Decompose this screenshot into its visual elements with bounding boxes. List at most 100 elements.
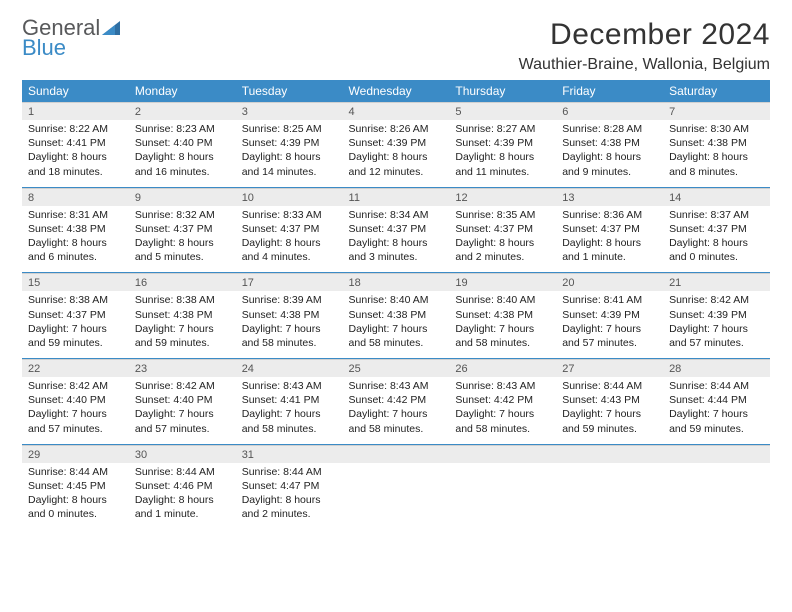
day-info-line: Daylight: 7 hours	[562, 407, 657, 421]
page-header: General Blue December 2024 Wauthier-Brai…	[22, 18, 770, 80]
day-data-cell: Sunrise: 8:38 AMSunset: 4:37 PMDaylight:…	[22, 291, 129, 358]
day-data-cell: Sunrise: 8:43 AMSunset: 4:42 PMDaylight:…	[449, 377, 556, 444]
day-info-line: Daylight: 8 hours	[669, 236, 764, 250]
day-data-cell: Sunrise: 8:38 AMSunset: 4:38 PMDaylight:…	[129, 291, 236, 358]
day-number-cell: 27	[556, 360, 663, 378]
day-number-cell: 6	[556, 103, 663, 121]
day-data-cell: Sunrise: 8:44 AMSunset: 4:46 PMDaylight:…	[129, 463, 236, 530]
day-data-cell	[663, 463, 770, 530]
day-info-line: Sunset: 4:38 PM	[28, 222, 123, 236]
daydata-row: Sunrise: 8:38 AMSunset: 4:37 PMDaylight:…	[22, 291, 770, 358]
logo-part2: Blue	[22, 35, 66, 60]
day-data-cell: Sunrise: 8:31 AMSunset: 4:38 PMDaylight:…	[22, 206, 129, 273]
day-info-line: and 9 minutes.	[562, 165, 657, 179]
day-data-cell: Sunrise: 8:34 AMSunset: 4:37 PMDaylight:…	[343, 206, 450, 273]
day-info-line: Daylight: 7 hours	[135, 322, 230, 336]
day-info-line: Sunset: 4:41 PM	[242, 393, 337, 407]
day-info-line: Sunrise: 8:44 AM	[242, 465, 337, 479]
day-info-line: and 12 minutes.	[349, 165, 444, 179]
day-number-cell: 21	[663, 274, 770, 292]
day-info-line: Daylight: 7 hours	[455, 407, 550, 421]
day-number-cell: 20	[556, 274, 663, 292]
day-info-line: Sunrise: 8:39 AM	[242, 293, 337, 307]
day-info-line: Sunrise: 8:44 AM	[669, 379, 764, 393]
day-data-cell: Sunrise: 8:41 AMSunset: 4:39 PMDaylight:…	[556, 291, 663, 358]
day-info-line: Sunrise: 8:40 AM	[349, 293, 444, 307]
day-info-line: Sunset: 4:43 PM	[562, 393, 657, 407]
day-number-cell: 30	[129, 445, 236, 463]
day-data-cell: Sunrise: 8:39 AMSunset: 4:38 PMDaylight:…	[236, 291, 343, 358]
day-info-line: Sunrise: 8:40 AM	[455, 293, 550, 307]
day-info-line: Sunset: 4:42 PM	[455, 393, 550, 407]
day-info-line: and 3 minutes.	[349, 250, 444, 264]
day-info-line: Sunset: 4:37 PM	[135, 222, 230, 236]
day-info-line: Sunset: 4:39 PM	[349, 136, 444, 150]
day-info-line: Daylight: 8 hours	[455, 150, 550, 164]
day-info-line: Sunrise: 8:44 AM	[28, 465, 123, 479]
day-info-line: and 58 minutes.	[242, 422, 337, 436]
day-data-cell: Sunrise: 8:40 AMSunset: 4:38 PMDaylight:…	[449, 291, 556, 358]
day-info-line: Sunset: 4:38 PM	[562, 136, 657, 150]
day-header: Friday	[556, 80, 663, 103]
day-info-line: Sunrise: 8:43 AM	[455, 379, 550, 393]
day-number-cell: 16	[129, 274, 236, 292]
day-info-line: Daylight: 8 hours	[562, 236, 657, 250]
day-number-cell: 17	[236, 274, 343, 292]
day-number-cell: 24	[236, 360, 343, 378]
day-data-cell: Sunrise: 8:27 AMSunset: 4:39 PMDaylight:…	[449, 120, 556, 187]
day-info-line: Daylight: 7 hours	[135, 407, 230, 421]
day-info-line: and 11 minutes.	[455, 165, 550, 179]
day-number-cell: 19	[449, 274, 556, 292]
day-number-cell: 28	[663, 360, 770, 378]
daynum-row: 293031	[22, 445, 770, 463]
day-info-line: and 6 minutes.	[28, 250, 123, 264]
day-info-line: Daylight: 7 hours	[28, 407, 123, 421]
day-info-line: Daylight: 8 hours	[28, 150, 123, 164]
day-info-line: Daylight: 7 hours	[669, 322, 764, 336]
day-info-line: and 57 minutes.	[669, 336, 764, 350]
day-number-cell	[556, 445, 663, 463]
day-info-line: and 5 minutes.	[135, 250, 230, 264]
daydata-row: Sunrise: 8:22 AMSunset: 4:41 PMDaylight:…	[22, 120, 770, 187]
day-info-line: Daylight: 7 hours	[28, 322, 123, 336]
day-info-line: Sunrise: 8:30 AM	[669, 122, 764, 136]
day-info-line: and 2 minutes.	[455, 250, 550, 264]
day-number-cell: 4	[343, 103, 450, 121]
day-data-cell: Sunrise: 8:33 AMSunset: 4:37 PMDaylight:…	[236, 206, 343, 273]
day-info-line: Daylight: 8 hours	[455, 236, 550, 250]
day-info-line: and 58 minutes.	[349, 336, 444, 350]
day-info-line: Sunset: 4:39 PM	[455, 136, 550, 150]
day-header: Monday	[129, 80, 236, 103]
day-data-cell	[556, 463, 663, 530]
day-info-line: Sunset: 4:37 PM	[28, 308, 123, 322]
day-number-cell: 11	[343, 188, 450, 206]
day-data-cell: Sunrise: 8:43 AMSunset: 4:41 PMDaylight:…	[236, 377, 343, 444]
day-number-cell: 7	[663, 103, 770, 121]
day-info-line: and 8 minutes.	[669, 165, 764, 179]
day-data-cell: Sunrise: 8:37 AMSunset: 4:37 PMDaylight:…	[663, 206, 770, 273]
calendar-table: SundayMondayTuesdayWednesdayThursdayFrid…	[22, 80, 770, 529]
day-data-cell: Sunrise: 8:22 AMSunset: 4:41 PMDaylight:…	[22, 120, 129, 187]
day-info-line: Daylight: 7 hours	[455, 322, 550, 336]
day-info-line: and 59 minutes.	[669, 422, 764, 436]
logo-text: General Blue	[22, 18, 120, 58]
day-info-line: Sunrise: 8:35 AM	[455, 208, 550, 222]
day-info-line: Sunset: 4:38 PM	[135, 308, 230, 322]
day-data-cell: Sunrise: 8:30 AMSunset: 4:38 PMDaylight:…	[663, 120, 770, 187]
day-info-line: Sunset: 4:40 PM	[135, 136, 230, 150]
day-header: Tuesday	[236, 80, 343, 103]
day-info-line: Sunset: 4:37 PM	[562, 222, 657, 236]
day-info-line: Daylight: 8 hours	[135, 150, 230, 164]
day-info-line: and 4 minutes.	[242, 250, 337, 264]
day-info-line: Daylight: 8 hours	[349, 150, 444, 164]
day-info-line: Sunset: 4:38 PM	[455, 308, 550, 322]
day-info-line: Sunrise: 8:42 AM	[28, 379, 123, 393]
day-info-line: and 57 minutes.	[28, 422, 123, 436]
logo: General Blue	[22, 18, 120, 58]
day-info-line: and 58 minutes.	[349, 422, 444, 436]
day-data-cell: Sunrise: 8:44 AMSunset: 4:47 PMDaylight:…	[236, 463, 343, 530]
day-number-cell: 23	[129, 360, 236, 378]
day-info-line: Sunrise: 8:38 AM	[28, 293, 123, 307]
day-header: Thursday	[449, 80, 556, 103]
day-info-line: and 0 minutes.	[28, 507, 123, 521]
